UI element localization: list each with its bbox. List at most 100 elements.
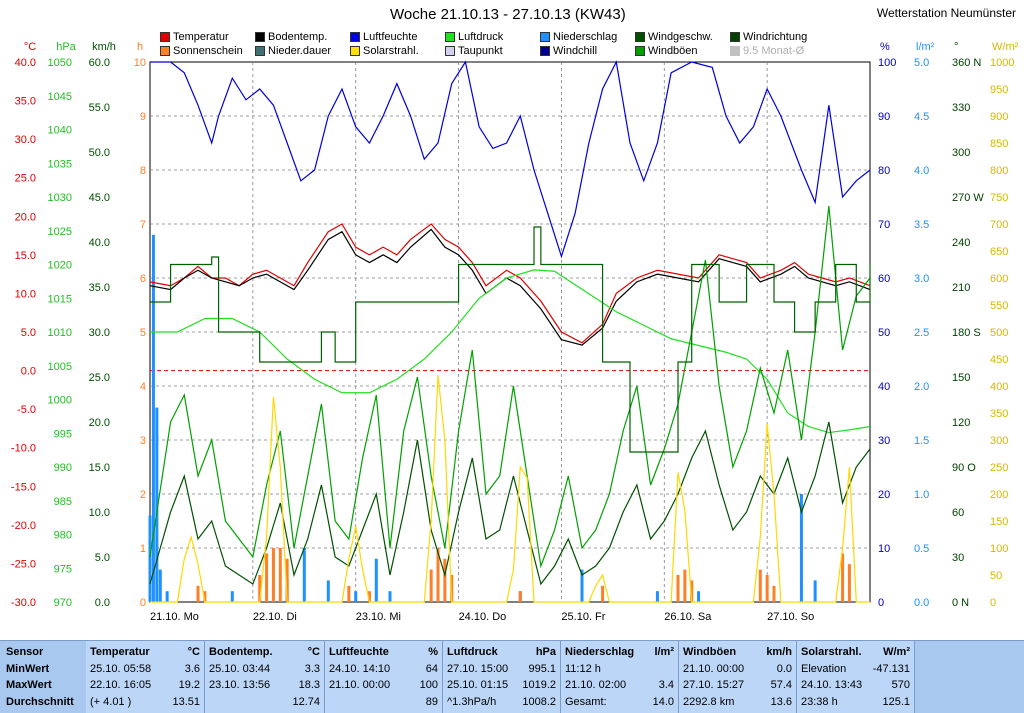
axis-tick-hpa: 980: [54, 530, 72, 542]
axis-tick-wm2: 900: [990, 111, 1008, 123]
bar-sonnenschein: [265, 553, 269, 602]
axis-tick-temp: 30.0: [15, 134, 36, 146]
stats-label-avg: Durchschnitt: [6, 695, 74, 708]
legend-item: Nieder.dauer: [255, 45, 331, 57]
axis-tick-wm2: 850: [990, 138, 1008, 150]
axis-tick-lm2: 3.5: [914, 219, 929, 231]
bar-niederschlag: [165, 591, 169, 602]
bar-niederschlag: [158, 569, 162, 602]
legend-item: Luftdruck: [445, 31, 503, 43]
stats-column: Bodentemp. °C 25.10. 03:44 3.3 23.10. 13:56 1…: [205, 641, 325, 713]
axis-tick-wm2: 550: [990, 300, 1008, 312]
day-label: 24.10. Do: [459, 611, 507, 623]
axis-tick-h: 8: [140, 165, 146, 177]
axis-tick-wm2: 200: [990, 489, 1008, 501]
bar-niederschlag: [302, 548, 306, 602]
axis-tick-temp: 40.0: [15, 57, 36, 69]
stats-cell: 21.10. 00:00 0.0: [683, 662, 792, 675]
axis-tick-wm2: 750: [990, 192, 1008, 204]
axis-tick-wm2: 300: [990, 435, 1008, 447]
axis-tick-pct: 0: [878, 597, 884, 609]
legend-label: Windrichtung: [743, 31, 808, 43]
bar-sonnenschein: [347, 585, 351, 602]
axis-tick-pct: 50: [878, 327, 890, 339]
legend-label: 9.5 Monat-Ø: [743, 45, 805, 57]
bar-niederschlag: [151, 234, 155, 603]
bar-niederschlag: [354, 591, 358, 602]
axis-tick-hpa: 1030: [48, 192, 72, 204]
axis-tick-deg: 270 W: [952, 192, 984, 204]
stats-header: Niederschlag l/m²: [565, 646, 674, 659]
axis-tick-wm2: 0: [990, 597, 996, 609]
axis-tick-h: 5: [140, 327, 146, 339]
series-bodentemp: [149, 228, 871, 346]
axis-tick-h: 1: [140, 543, 146, 555]
axis-tick-deg: 60: [952, 507, 964, 519]
bar-sonnenschein: [203, 591, 207, 602]
axis-tick-temp: -20.0: [11, 520, 36, 532]
bar-sonnenschein: [841, 553, 845, 602]
axis-tick-temp: 35.0: [15, 96, 36, 108]
axis-tick-temp: 15.0: [15, 250, 36, 262]
axis-tick-kmh: 60.0: [89, 57, 110, 69]
axis-tick-pct: 100: [878, 57, 896, 69]
axis-tick-hpa: 1035: [48, 158, 72, 170]
day-label: 27.10. So: [767, 611, 814, 623]
axis-unit-lm2: l/m²: [916, 41, 935, 53]
axis-tick-deg: 300: [952, 147, 970, 159]
stats-header: Solarstrahl. W/m²: [801, 646, 910, 659]
axis-tick-pct: 20: [878, 489, 890, 501]
axis-tick-h: 6: [140, 273, 146, 285]
bar-niederschlag: [148, 515, 152, 602]
axis-tick-deg: 330: [952, 102, 970, 114]
legend-swatch: [540, 32, 550, 42]
bar-sonnenschein: [690, 580, 694, 602]
axis-tick-wm2: 500: [990, 327, 1008, 339]
axis-tick-temp: -5.0: [17, 404, 36, 416]
axis-tick-hpa: 1040: [48, 125, 72, 137]
axis-tick-hpa: 975: [54, 563, 72, 575]
legend-swatch: [730, 46, 740, 56]
axis-tick-h: 4: [140, 381, 146, 393]
axis-tick-hpa: 1000: [48, 395, 72, 407]
axis-tick-lm2: 4.0: [914, 165, 929, 177]
axis-tick-hpa: 995: [54, 428, 72, 440]
bar-sonnenschein: [443, 558, 447, 602]
bar-sonnenschein: [518, 591, 522, 602]
weather-chart: 40.035.030.025.020.015.010.05.00.0-5.0-1…: [11, 41, 1019, 623]
axis-tick-kmh: 35.0: [89, 282, 110, 294]
legend-item: Solarstrahl.: [350, 45, 419, 57]
bar-sonnenschein: [367, 591, 371, 602]
bar-niederschlag: [580, 569, 584, 602]
bar-sonnenschein: [765, 575, 769, 602]
bar-sonnenschein: [285, 558, 289, 602]
bar-sonnenschein: [429, 569, 433, 602]
stats-cell: 27.10. 15:27 57.4: [683, 679, 792, 692]
stats-row-labels: Sensor MinWert MaxWert Durchschnitt: [0, 641, 84, 713]
axis-tick-temp: -10.0: [11, 443, 36, 455]
axis-tick-kmh: 55.0: [89, 102, 110, 114]
series-solarstrahl: [150, 375, 870, 603]
axis-tick-pct: 60: [878, 273, 890, 285]
legend-label: Solarstrahl.: [363, 45, 419, 57]
legend-label: Temperatur: [173, 31, 229, 43]
bar-sonnenschein: [676, 575, 680, 602]
axis-tick-h: 0: [140, 597, 146, 609]
legend-swatch: [160, 46, 170, 56]
axis-tick-kmh: 50.0: [89, 147, 110, 159]
stats-cell: Elevation -47.131: [801, 662, 910, 675]
legend-swatch: [635, 32, 645, 42]
bar-sonnenschein: [758, 569, 762, 602]
day-label: 25.10. Fr: [561, 611, 605, 623]
axis-tick-temp: 0.0: [21, 366, 36, 378]
stats-cell: 11:12 h: [565, 662, 601, 675]
stats-column: Luftfeuchte% 24.10. 14:10 64 21.10. 00:00 10…: [325, 641, 443, 713]
chart-title: Woche 21.10.13 - 27.10.13 (KW43): [390, 6, 626, 23]
legend-swatch: [540, 46, 550, 56]
axis-tick-hpa: 1045: [48, 91, 72, 103]
series-windben: [149, 205, 871, 569]
bar-sonnenschein: [196, 585, 200, 602]
legend-swatch: [445, 32, 455, 42]
legend-item: Windböen: [635, 45, 698, 57]
axis-tick-kmh: 40.0: [89, 237, 110, 249]
